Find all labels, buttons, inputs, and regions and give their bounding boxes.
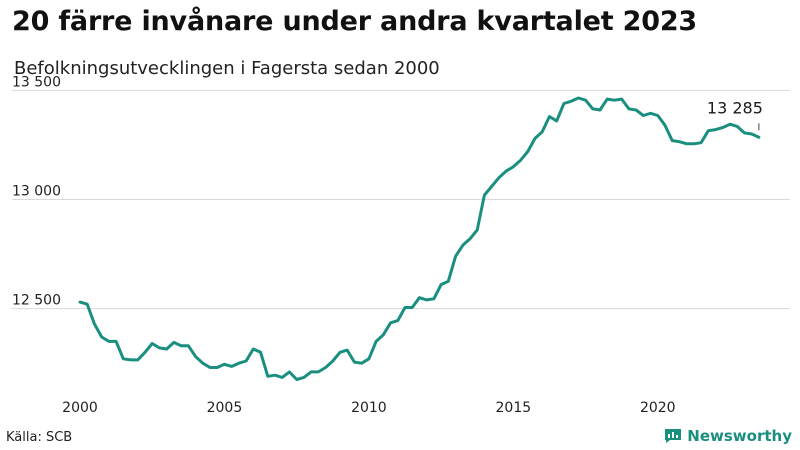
series-line <box>78 96 761 381</box>
y-tick-label: 12 500 <box>12 293 61 309</box>
x-axis-ticks: 2000 2005 2010 2015 2020 <box>62 400 675 416</box>
x-tick-label: 2010 <box>351 400 387 416</box>
source-note: Källa: SCB <box>6 430 73 445</box>
series-layer <box>78 96 761 381</box>
annotation-label: 13 285 <box>707 98 763 117</box>
chart-title: 20 färre invånare under andra kvartalet … <box>12 6 697 37</box>
y-tick-label: 13 500 <box>12 74 61 90</box>
brand-logo: Newsworthy <box>664 427 792 445</box>
x-tick-label: 2000 <box>62 400 98 416</box>
gridlines <box>12 89 790 310</box>
brand-name: Newsworthy <box>687 427 792 445</box>
annotation-layer: 13 285 <box>707 98 763 131</box>
y-axis-ticks: 12 500 13 000 13 500 <box>12 74 61 308</box>
x-tick-label: 2020 <box>640 400 676 416</box>
bar-chart-logo-icon <box>665 429 682 443</box>
y-tick-label: 13 000 <box>12 183 61 199</box>
x-tick-label: 2015 <box>496 400 532 416</box>
x-tick-label: 2005 <box>207 400 243 416</box>
chart-subtitle: Befolkningsutvecklingen i Fagersta sedan… <box>14 58 440 79</box>
